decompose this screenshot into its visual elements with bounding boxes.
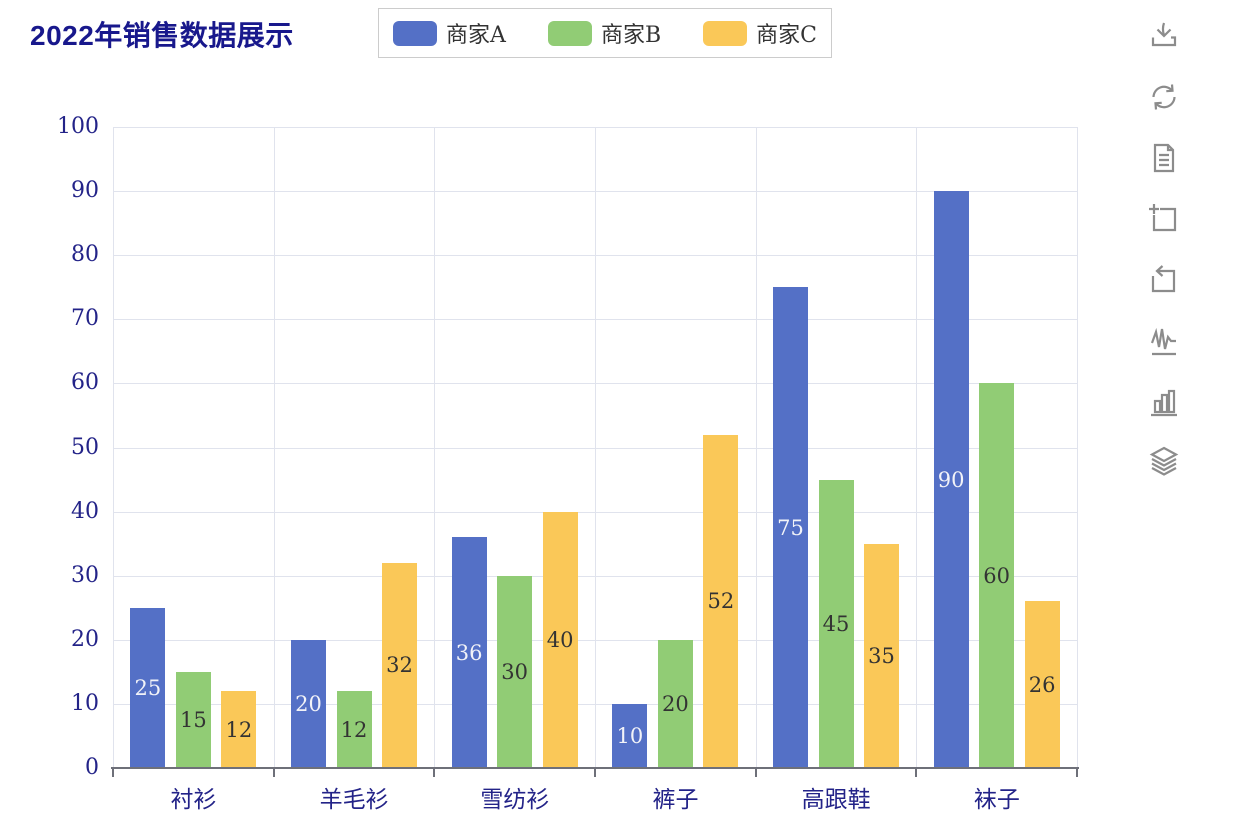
gridline-vertical	[755, 127, 757, 768]
bar-商家B-高跟鞋[interactable]: 45	[818, 479, 854, 768]
x-axis-category-label: 雪纺衫	[480, 787, 550, 813]
legend-swatch-icon	[393, 20, 437, 46]
data-view-icon[interactable]	[1146, 140, 1182, 176]
x-axis-category-label: 羊毛衫	[319, 787, 389, 813]
legend-item-商家A[interactable]: 商家A	[393, 17, 506, 49]
chart-title: 2022年销售数据展示	[30, 20, 294, 51]
bar-value-label: 60	[983, 563, 1011, 588]
legend-label: 商家C	[756, 23, 817, 48]
bar-value-label: 75	[777, 515, 804, 540]
x-axis-tick	[594, 769, 596, 777]
bar-商家C-羊毛衫[interactable]: 32	[382, 562, 417, 768]
legend-swatch-icon	[547, 20, 592, 46]
switch-to-stack-icon[interactable]	[1146, 445, 1182, 481]
bar-value-label: 52	[707, 589, 735, 614]
x-axis-line	[111, 767, 1079, 769]
legend-item-商家B[interactable]: 商家B	[547, 17, 662, 49]
bar-商家A-羊毛衫[interactable]: 20	[291, 639, 326, 768]
x-axis-tick	[433, 769, 436, 777]
x-axis-tick	[112, 769, 114, 777]
legend-swatch-icon	[703, 20, 748, 46]
bar-商家B-袜子[interactable]: 60	[979, 383, 1015, 768]
y-axis-tick-label: 40	[71, 498, 99, 524]
gridline-vertical	[1077, 127, 1078, 768]
gridline-vertical	[595, 127, 596, 768]
bar-value-label: 45	[822, 611, 850, 636]
bar-商家A-衬衫[interactable]: 25	[130, 607, 166, 768]
gridline-vertical	[273, 127, 275, 768]
bar-商家A-裤子[interactable]: 10	[612, 703, 648, 768]
bar-商家B-雪纺衫[interactable]: 30	[497, 575, 533, 768]
gridline-vertical	[434, 127, 436, 768]
restore-icon[interactable]	[1146, 79, 1182, 115]
bar-商家A-雪纺衫[interactable]: 36	[451, 537, 487, 768]
plot-area: 25 20 36 10 75 90 15 12 30 20 45 60 12 32 40 52 35 26	[113, 127, 1078, 768]
legend-label: 商家A	[446, 23, 506, 48]
bar-value-label: 15	[179, 707, 207, 732]
y-axis-tick-label: 60	[71, 370, 99, 396]
x-axis-tick	[754, 769, 757, 777]
x-axis-category-label: 裤子	[652, 787, 699, 813]
y-axis-tick-label: 80	[71, 242, 99, 268]
bar-value-label: 40	[546, 627, 574, 652]
toolbox	[1146, 18, 1182, 481]
bar-商家A-袜子[interactable]: 90	[933, 191, 969, 768]
legend-label: 商家B	[600, 23, 662, 48]
switch-to-bar-chart-icon[interactable]	[1146, 384, 1182, 420]
bar-value-label: 25	[134, 675, 162, 700]
bar-value-label: 30	[501, 659, 529, 684]
y-axis-tick-label: 10	[71, 690, 99, 716]
bar-value-label: 26	[1028, 672, 1056, 697]
data-zoom-icon[interactable]	[1146, 201, 1182, 237]
gridline-vertical	[916, 127, 918, 768]
save-as-image-icon[interactable]	[1146, 18, 1182, 54]
bar-商家C-袜子[interactable]: 26	[1024, 601, 1060, 768]
y-axis-tick-label: 30	[71, 562, 99, 588]
x-axis-category-label: 高跟鞋	[801, 787, 871, 813]
x-axis-category-label: 衬衫	[170, 787, 217, 813]
bar-商家A-高跟鞋[interactable]: 75	[773, 287, 808, 768]
y-axis-tick-label: 70	[71, 306, 99, 332]
bar-value-label: 32	[386, 653, 413, 678]
bar-value-label: 35	[868, 643, 895, 668]
switch-to-line-chart-icon[interactable]	[1146, 323, 1182, 359]
x-axis-tick	[915, 769, 918, 777]
bar-value-label: 20	[661, 691, 689, 716]
x-axis-category-label: 袜子	[973, 787, 1020, 813]
bar-商家C-高跟鞋[interactable]: 35	[864, 543, 899, 768]
bar-商家C-裤子[interactable]: 52	[703, 434, 739, 768]
y-axis-tick-label: 50	[71, 434, 99, 460]
bar-商家B-衬衫[interactable]: 15	[175, 671, 211, 768]
bar-商家B-羊毛衫[interactable]: 12	[336, 691, 372, 768]
bar-value-label: 36	[455, 640, 483, 665]
gridline-vertical	[113, 127, 114, 768]
y-axis-tick-label: 0	[85, 755, 99, 780]
legend-box: 商家A 商家B 商家C	[378, 8, 832, 58]
bar-value-label: 12	[340, 717, 368, 742]
bar-value-label: 10	[616, 723, 644, 748]
y-axis-tick-label: 20	[71, 626, 99, 652]
bar-商家B-裤子[interactable]: 20	[657, 639, 693, 768]
legend-item-商家C[interactable]: 商家C	[703, 17, 817, 49]
bar-value-label: 12	[225, 717, 253, 742]
bar-商家C-衬衫[interactable]: 12	[221, 691, 257, 768]
x-axis-tick	[1076, 769, 1078, 777]
bar-value-label: 20	[295, 691, 322, 716]
x-axis-tick	[272, 769, 275, 777]
bar-商家C-雪纺衫[interactable]: 40	[542, 511, 578, 768]
data-zoom-reset-icon[interactable]	[1146, 262, 1182, 298]
y-axis-tick-label: 100	[57, 114, 99, 139]
y-axis-tick-label: 90	[71, 178, 99, 204]
bar-value-label: 90	[937, 467, 965, 492]
